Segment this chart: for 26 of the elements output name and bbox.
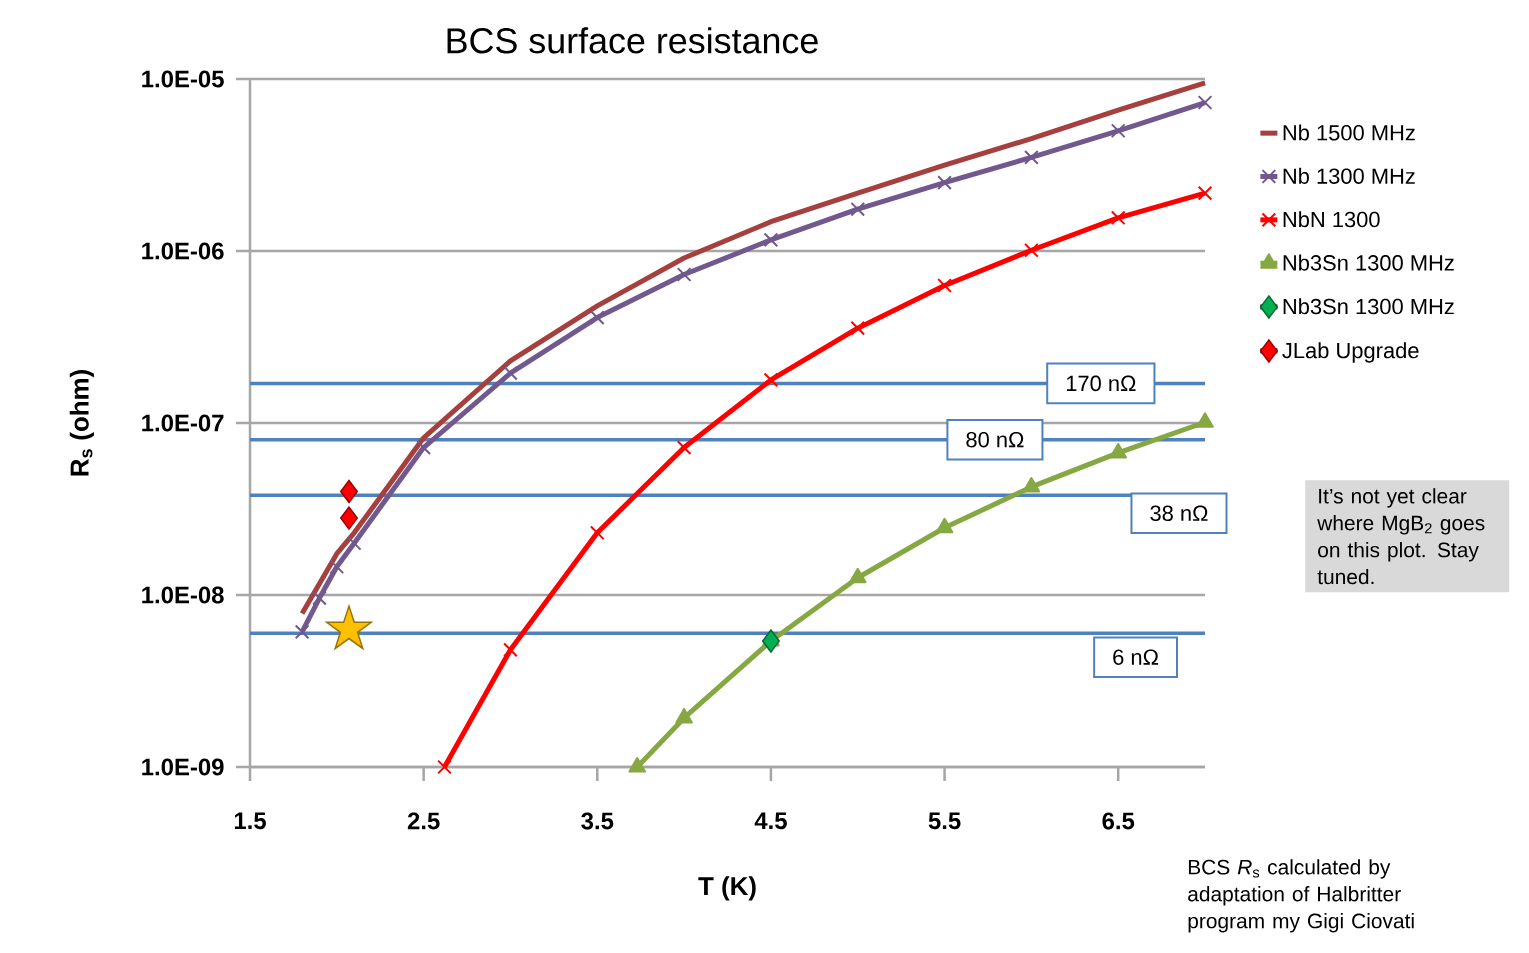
x-tick-label: 4.5 <box>754 812 787 830</box>
y-tick-label: 1.0E-09 <box>142 758 224 776</box>
legend-label: Nb3Sn 1300 MHz <box>1283 298 1454 315</box>
ref-line-label: 38 nΩ <box>1150 505 1208 522</box>
y-tick-label: 1.0E-07 <box>142 414 224 432</box>
x-tick-label: 2.5 <box>407 812 440 830</box>
chart-title: BCS surface resistance <box>447 27 818 54</box>
x-tick-label: 6.5 <box>1102 812 1135 830</box>
ref-line-label: 170 nΩ <box>1066 375 1136 392</box>
ref-line-label: 80 nΩ <box>966 431 1024 448</box>
text: BCS R$_{s}$ calculated by adaptation of Halbritter program my Gigi Ciovati <box>1188 859 1414 933</box>
legend-label: Nb3Sn 1300 MHz <box>1283 254 1454 271</box>
x-axis-title: T (K) <box>698 876 756 901</box>
legend-label: JLab Upgrade <box>1282 342 1419 363</box>
x-tick-label: 1.5 <box>234 812 266 830</box>
ref-line-label: 6 nΩ <box>1113 649 1159 665</box>
x-tick-label: 3.5 <box>581 812 614 830</box>
y-tick-label: 1.0E-08 <box>142 586 224 604</box>
x-tick-label: 5.5 <box>928 812 961 830</box>
legend-label: NbN 1300 <box>1283 211 1380 228</box>
legend-label: Nb 1300 MHz <box>1283 167 1415 184</box>
text: It’s not yet clear where MgB$_{2}$ goes on this plot. Stay tuned. <box>1317 488 1485 585</box>
y-tick-label: 1.0E-05 <box>142 70 224 88</box>
y-tick-label: 1.0E-06 <box>142 242 224 260</box>
y-axis-title: R$_{s}$ (ohm) <box>69 370 94 476</box>
legend-label: Nb 1500 MHz <box>1283 124 1415 141</box>
